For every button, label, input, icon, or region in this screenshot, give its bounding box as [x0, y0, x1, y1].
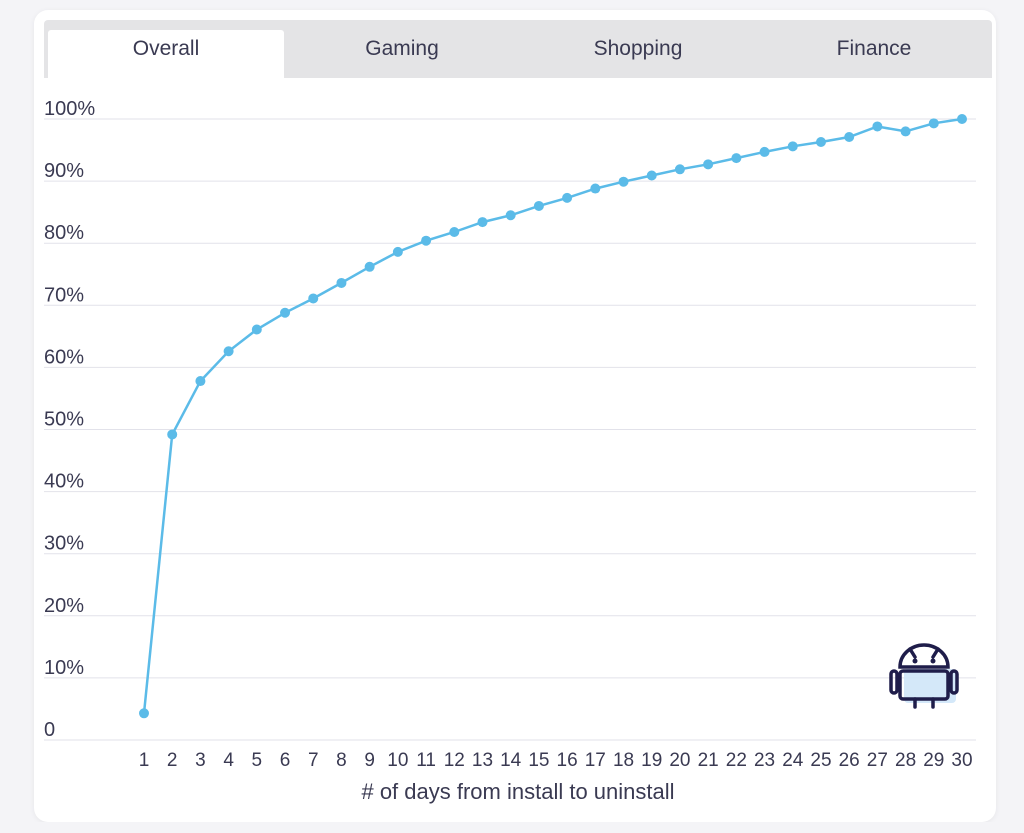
y-tick-label: 10% — [44, 657, 84, 679]
y-tick-label: 90% — [44, 160, 84, 182]
category-tabs: Overall Gaming Shopping Finance — [44, 20, 992, 78]
data-point — [590, 183, 601, 194]
y-tick-label: 20% — [44, 595, 84, 617]
data-points — [139, 114, 967, 719]
data-point — [139, 708, 149, 719]
data-point — [336, 277, 347, 288]
android-icon — [889, 643, 959, 709]
x-axis-label: # of days from install to uninstall — [361, 779, 674, 804]
data-point — [759, 146, 770, 157]
x-tick-label: 14 — [500, 750, 522, 771]
data-point — [900, 126, 911, 137]
data-point — [928, 118, 939, 129]
page-footer-strip — [0, 822, 1024, 833]
y-tick-label: 50% — [44, 409, 84, 431]
x-tick-label: 10 — [387, 750, 408, 771]
y-tick-label: 40% — [44, 471, 84, 493]
data-point — [957, 114, 967, 124]
x-tick-label: 25 — [810, 750, 831, 771]
data-point — [477, 217, 488, 228]
chart-card: Overall Gaming Shopping Finance — [34, 10, 996, 822]
x-tick-label: 3 — [195, 750, 206, 771]
y-tick-label: 0 — [44, 719, 55, 741]
x-tick-label: 16 — [557, 750, 578, 771]
x-tick-label: 7 — [308, 750, 319, 771]
x-tick-label: 13 — [472, 750, 493, 771]
x-tick-label: 8 — [336, 750, 347, 771]
y-tick-label: 30% — [44, 533, 84, 555]
y-tick-label: 80% — [44, 222, 84, 244]
x-tick-label: 2 — [167, 750, 178, 771]
x-tick-label: 22 — [726, 750, 747, 771]
tab-gaming[interactable]: Gaming — [365, 37, 439, 60]
y-axis-ticks: 0 10% 20% 30% 40% 50% 60% 70% 80% 90% 100% — [44, 98, 95, 741]
data-point — [308, 293, 319, 304]
x-tick-label: 1 — [139, 750, 150, 771]
x-tick-label: 30 — [951, 750, 972, 771]
tab-shopping[interactable]: Shopping — [593, 37, 683, 60]
data-point — [872, 121, 883, 132]
data-point — [815, 136, 826, 147]
series-line — [142, 117, 963, 714]
data-point — [195, 376, 206, 387]
x-tick-label: 28 — [895, 750, 916, 771]
data-point — [280, 307, 291, 318]
y-tick-label: 60% — [44, 346, 84, 368]
data-point — [167, 429, 178, 440]
x-tick-label: 5 — [252, 750, 263, 771]
data-point — [646, 170, 657, 181]
x-tick-label: 23 — [754, 750, 775, 771]
data-point — [421, 235, 432, 246]
data-point — [703, 159, 714, 170]
data-point — [251, 324, 262, 335]
data-point — [618, 176, 629, 187]
x-tick-label: 12 — [444, 750, 465, 771]
x-tick-label: 26 — [839, 750, 860, 771]
data-point — [505, 210, 516, 221]
y-tick-label: 100% — [44, 98, 95, 120]
x-tick-label: 15 — [528, 750, 549, 771]
x-tick-label: 19 — [641, 750, 662, 771]
data-point — [449, 227, 460, 238]
x-tick-label: 29 — [923, 750, 944, 771]
x-tick-label: 11 — [416, 750, 436, 771]
data-point — [533, 200, 544, 211]
x-axis-ticks: 1 2 3 4 5 6 7 8 9 10 11 12 13 14 15 16 17 18 19 20 21 22 23 24 2… — [139, 750, 973, 771]
grid-lines — [44, 118, 976, 741]
data-point — [844, 132, 855, 143]
tab-overall[interactable]: Overall — [48, 30, 284, 78]
x-tick-label: 18 — [613, 750, 634, 771]
y-tick-label: 70% — [44, 284, 84, 306]
data-point — [731, 153, 742, 164]
tab-finance[interactable]: Finance — [836, 37, 912, 60]
x-tick-label: 21 — [698, 750, 719, 771]
data-point — [787, 141, 798, 152]
x-tick-label: 6 — [280, 750, 291, 771]
x-tick-label: 24 — [782, 750, 804, 771]
x-tick-label: 9 — [364, 750, 375, 771]
data-point — [223, 346, 234, 357]
data-point — [562, 192, 573, 203]
x-tick-label: 20 — [669, 750, 690, 771]
x-tick-label: 27 — [867, 750, 888, 771]
data-point — [674, 164, 685, 175]
data-point — [364, 261, 375, 272]
data-point — [392, 246, 403, 257]
x-tick-label: 4 — [223, 750, 234, 771]
x-tick-label: 17 — [585, 750, 606, 771]
